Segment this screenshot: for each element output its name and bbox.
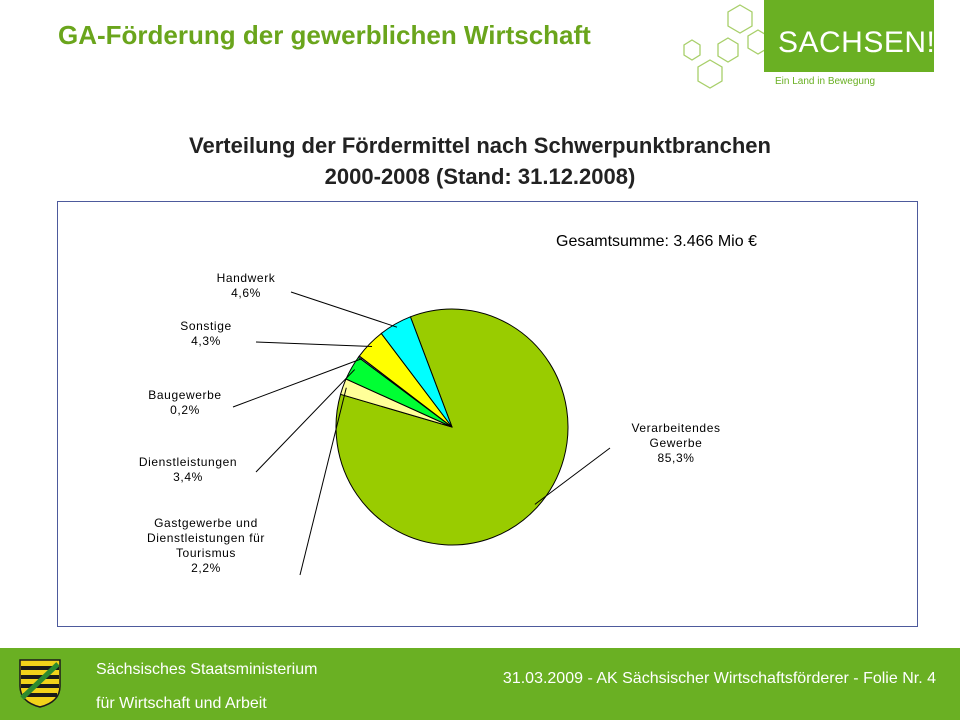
category-label-gastgewerbe-und-dienstleistungen-f-r-tourismus: Dienstleistungen für bbox=[147, 531, 265, 545]
pie-slice-handwerk bbox=[380, 316, 453, 428]
leader-line-baugewerbe bbox=[232, 358, 362, 408]
chart-frame bbox=[57, 201, 918, 627]
value-label-gastgewerbe-und-dienstleistungen-f-r-tourismus: 2,2% bbox=[191, 561, 221, 575]
chart-title-line2: 2000-2008 (Stand: 31.12.2008) bbox=[324, 164, 636, 189]
category-label-sonstige: Sonstige bbox=[180, 319, 232, 333]
value-label-handwerk: 4,6% bbox=[231, 286, 261, 300]
ministry-line1: Sächsisches Staatsministerium bbox=[96, 661, 318, 678]
value-label-baugewerbe: 0,2% bbox=[170, 403, 200, 417]
value-label-verarbeitendes-gewerbe: 85,3% bbox=[657, 451, 694, 465]
value-label-sonstige: 4,3% bbox=[191, 334, 221, 348]
total-label: Gesamtsumme: 3.466 Mio € bbox=[556, 233, 757, 250]
category-label-verarbeitendes-gewerbe: Verarbeitendes bbox=[631, 421, 720, 435]
logo-text: SACHSEN! bbox=[778, 26, 936, 59]
category-label-baugewerbe: Baugewerbe bbox=[148, 388, 221, 402]
leader-line-dienstleistungen bbox=[255, 369, 356, 473]
category-label-dienstleistungen: Dienstleistungen bbox=[139, 455, 237, 469]
leader-line-sonstige bbox=[255, 341, 373, 347]
category-label-verarbeitendes-gewerbe: Gewerbe bbox=[650, 436, 703, 450]
leader-line-verarbeitendes-gewerbe bbox=[534, 447, 611, 505]
ministry-line2: für Wirtschaft und Arbeit bbox=[96, 695, 267, 712]
leader-line-gastgewerbe-und-dienstleistungen-f-r-tourismus bbox=[299, 387, 347, 576]
footer-bar: Sächsisches Staatsministerium für Wirtsc… bbox=[0, 648, 960, 720]
chart-title-line1: Verteilung der Fördermittel nach Schwerp… bbox=[189, 133, 771, 158]
category-label-handwerk: Handwerk bbox=[217, 271, 276, 285]
saxony-coat-of-arms-icon bbox=[19, 659, 61, 708]
footer-date-slide: 31.03.2009 - AK Sächsischer Wirtschaftsf… bbox=[502, 670, 936, 687]
leader-line-handwerk bbox=[290, 291, 398, 328]
category-label-gastgewerbe-und-dienstleistungen-f-r-tourismus: Tourismus bbox=[176, 546, 236, 560]
slide-title: GA-Förderung der gewerblichen Wirtschaft bbox=[58, 20, 591, 50]
sachsen-logo: SACHSEN! bbox=[764, 0, 936, 72]
category-label-gastgewerbe-und-dienstleistungen-f-r-tourismus: Gastgewerbe und bbox=[154, 516, 258, 530]
logo-subtitle: Ein Land in Bewegung bbox=[775, 76, 876, 87]
value-label-dienstleistungen: 3,4% bbox=[173, 470, 203, 484]
